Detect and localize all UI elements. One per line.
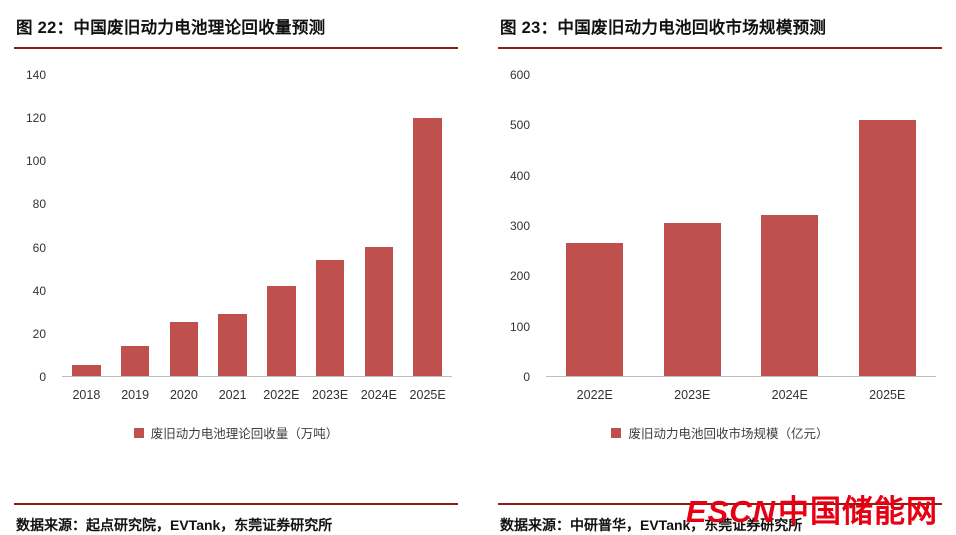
x-axis: 2018 2019 2020 2021 2022E 2023E 2024E 2025E [62,379,452,407]
x-axis-label: 2022E [263,388,300,402]
bar-slot [741,75,839,376]
figure-23-panel: 图 23：中国废旧动力电池回收市场规模预测 0 100 200 300 400 500 60… [498,8,942,535]
bar-slot [160,75,209,376]
y-axis: 0 20 40 60 80 100 120 140 [14,69,56,383]
y-axis-tick-label: 40 [32,283,46,298]
x-axis-label: 2018 [72,388,101,402]
bar-2018 [72,365,101,376]
figure-22-title-rule [14,47,458,49]
x-axis-label: 2024E [771,388,808,402]
bar-slot [208,75,257,376]
x-axis-label: 2019 [121,388,150,402]
y-axis-tick-label: 600 [509,68,530,82]
bar-2020 [169,322,198,376]
legend-label: 废旧动力电池理论回收量（万吨） [150,427,339,441]
legend-swatch [611,427,622,438]
figure-23-title-rule [498,47,942,49]
bar-slot [644,75,742,376]
y-axis-tick-label: 140 [25,68,46,82]
figure-22-title: 图 22：中国废旧动力电池理论回收量预测 [16,19,326,37]
bar-slot [839,75,937,376]
figure-23-legend: 废旧动力电池回收市场规模（亿元） [498,423,942,442]
y-axis-tick-label: 0 [523,370,530,384]
bars-area [62,75,452,377]
bar-slot [306,75,355,376]
bar-2021 [218,313,247,376]
bar-slot [546,75,644,376]
bar-2024E [364,247,393,376]
figure-22-panel: 图 22：中国废旧动力电池理论回收量预测 0 20 40 60 80 100 120 140 … [14,8,458,535]
figure-23-source-text: 数据来源：中研普华，EVTank，东莞证券研究所 [500,517,803,533]
y-axis-tick-label: 60 [32,240,46,255]
bar-2022E [267,285,296,376]
bar-2022E [566,243,624,376]
bar-2024E [761,215,819,376]
y-axis-tick-label: 500 [509,118,530,133]
x-axis-label: 2022E [576,388,613,402]
legend-label: 废旧动力电池回收市场规模（亿元） [628,427,829,441]
watermark-latin: ESCN [685,494,776,529]
y-axis-tick-label: 20 [32,326,46,341]
bar-2025E [413,118,442,376]
y-axis-tick-label: 0 [39,370,46,384]
figure-22-source-rule [14,503,458,505]
y-axis-tick-label: 100 [25,154,46,169]
y-axis-tick-label: 80 [32,197,46,212]
figure-23-source-rule [498,503,942,505]
figure-23-plot: 0 100 200 300 400 500 600 2022E 2023E 2024E 2025E [498,69,942,407]
y-axis-tick-label: 300 [509,219,530,233]
x-axis-label: 2023E [674,388,711,402]
x-axis: 2022E 2023E 2024E 2025E [546,379,936,407]
escn-watermark: ESCN中国储能网 [686,496,938,527]
x-axis-label: 2021 [218,388,247,402]
figure-22-legend: 废旧动力电池理论回收量（万吨） [14,423,458,442]
x-axis-label: 2025E [869,388,906,402]
y-axis-tick-label: 100 [509,319,530,334]
bar-slot [355,75,404,376]
x-axis-label: 2020 [169,388,198,402]
y-axis: 0 100 200 300 400 500 600 [498,69,540,383]
bar-2023E [663,223,721,376]
y-axis-tick-label: 120 [25,111,46,126]
x-axis-label: 2024E [360,388,397,402]
bar-slot [403,75,452,376]
x-axis-label: 2025E [409,388,446,402]
y-axis-tick-label: 400 [509,168,530,183]
bar-2023E [315,259,345,376]
bar-2019 [120,345,150,376]
bar-slot [257,75,306,376]
bar-slot [111,75,160,376]
bars-area [546,75,936,377]
y-axis-tick-label: 200 [509,269,530,284]
bar-slot [62,75,111,376]
bar-2025E [858,120,916,376]
figure-22-source-text: 数据来源：起点研究院，EVTank，东莞证券研究所 [16,517,333,533]
figure-22-plot: 0 20 40 60 80 100 120 140 2018 2019 2020 2021 2022E… [14,69,458,407]
figure-23-title: 图 23：中国废旧动力电池回收市场规模预测 [500,19,827,37]
x-axis-label: 2023E [312,388,349,402]
legend-swatch [133,427,144,438]
watermark-cjk: 中国储能网 [778,494,938,529]
